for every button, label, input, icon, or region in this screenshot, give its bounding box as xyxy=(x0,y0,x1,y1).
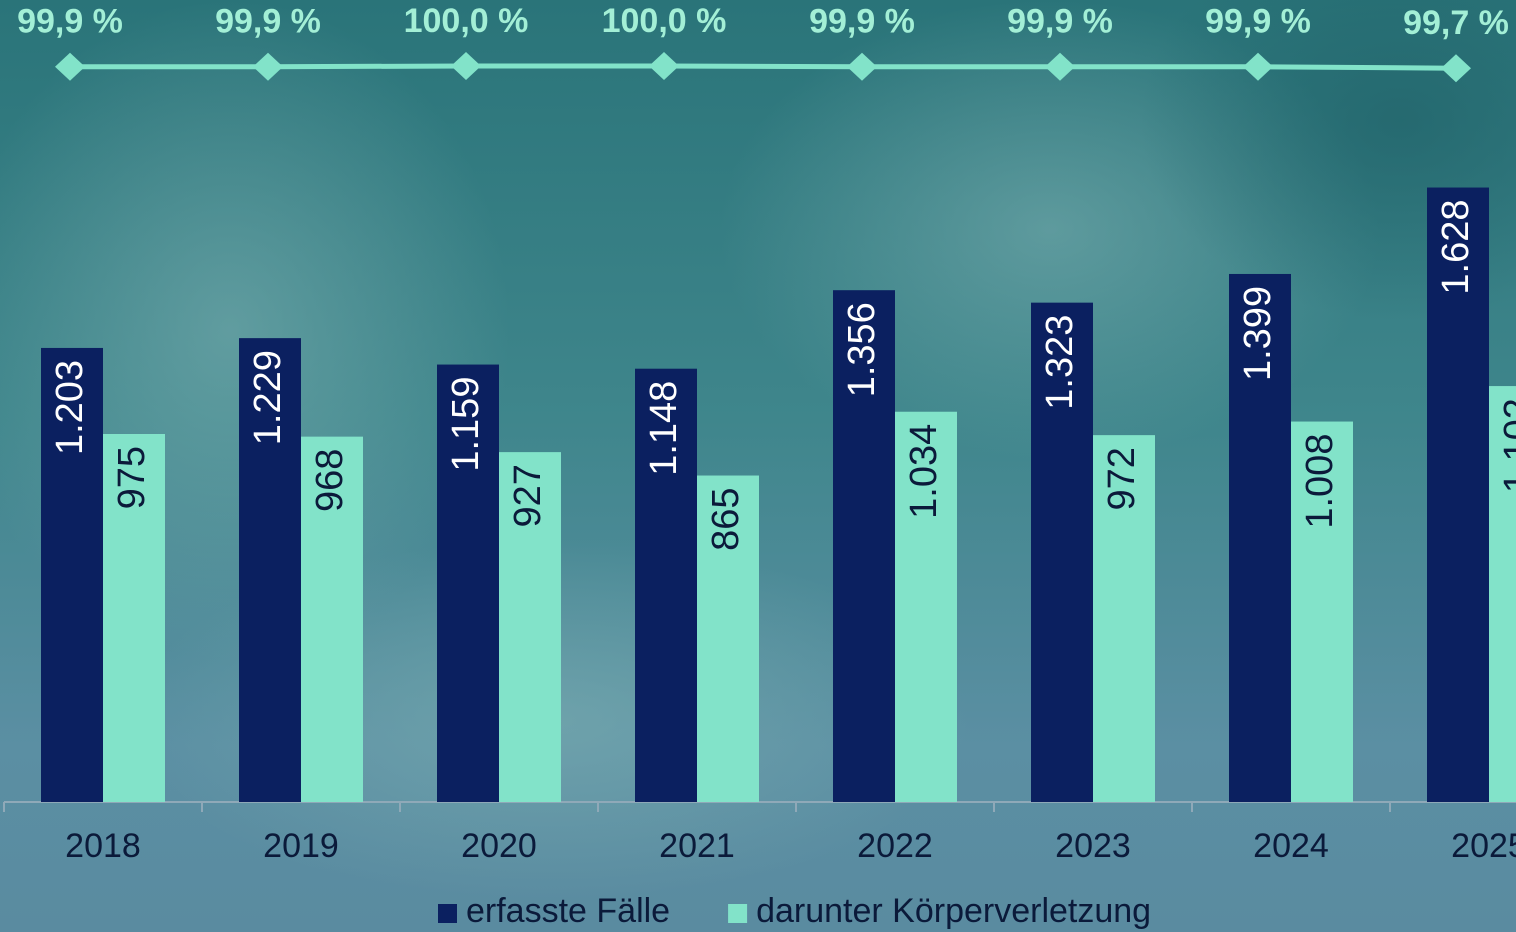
line-value-label: 99,9 % xyxy=(809,3,915,41)
line-value-label: 99,7 % xyxy=(1403,4,1509,42)
bar-value-label: 1.203 xyxy=(49,360,91,455)
bar-value-label: 1.356 xyxy=(841,302,883,397)
bar-value-label: 1.102 xyxy=(1497,398,1516,493)
bar-value-label: 1.159 xyxy=(445,377,487,472)
bar-value-label: 1.399 xyxy=(1237,286,1279,381)
bar-value-label: 1.148 xyxy=(643,381,685,476)
line-value-label: 99,9 % xyxy=(17,3,123,41)
line-value-label: 100,0 % xyxy=(404,2,529,40)
line-value-label: 99,9 % xyxy=(1007,3,1113,41)
bar-value-label: 865 xyxy=(705,488,747,551)
bar-value-label: 1.008 xyxy=(1299,434,1341,529)
bar-value-label: 1.229 xyxy=(247,350,289,445)
bar-value-label: 975 xyxy=(111,446,153,509)
x-tick-label: 2022 xyxy=(857,827,933,865)
bar-value-label: 968 xyxy=(309,449,351,512)
page: 2018 2019 2020 2021 2022 2023 2024 2025 1.203 1.2… xyxy=(0,0,1516,932)
x-tick-label: 2024 xyxy=(1253,827,1329,865)
line-value-label: 99,9 % xyxy=(215,3,321,41)
x-tick-label: 2021 xyxy=(659,827,735,865)
legend-swatch xyxy=(728,904,747,923)
line-value-label: 100,0 % xyxy=(602,2,727,40)
bar-value-label: 1.628 xyxy=(1435,200,1477,295)
legend-label: darunter Körperverletzung xyxy=(756,892,1151,930)
chart: 2018 2019 2020 2021 2022 2023 2024 2025 1.203 1.2… xyxy=(0,0,1516,932)
bar-value-label: 1.034 xyxy=(903,424,945,519)
x-tick-label: 2023 xyxy=(1055,827,1131,865)
legend-swatch xyxy=(438,904,457,923)
bar-value-label: 927 xyxy=(507,464,549,527)
x-tick-label: 2019 xyxy=(263,827,339,865)
x-tick-label: 2020 xyxy=(461,827,537,865)
x-tick-label: 2025 xyxy=(1451,827,1516,865)
line-value-label: 99,9 % xyxy=(1205,3,1311,41)
x-tick-label: 2018 xyxy=(65,827,141,865)
legend-label: erfasste Fälle xyxy=(466,892,670,930)
bar-value-label: 1.323 xyxy=(1039,315,1081,410)
bar-value-label: 972 xyxy=(1101,447,1143,510)
